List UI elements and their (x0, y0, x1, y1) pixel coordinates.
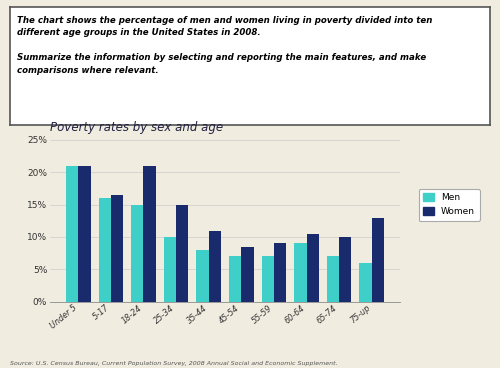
Bar (294, 244, 306, 302)
Bar (242, 247, 254, 302)
Bar (326, 256, 339, 302)
Bar (131, 205, 143, 302)
Bar (274, 244, 286, 302)
Bar (66, 166, 78, 302)
Bar (176, 205, 188, 302)
Bar (196, 250, 208, 302)
Bar (339, 237, 351, 302)
Bar (360, 263, 372, 302)
Bar (78, 166, 90, 302)
Bar (98, 198, 111, 302)
Bar (208, 230, 221, 302)
Bar (229, 256, 241, 302)
Bar (372, 217, 384, 302)
Bar (144, 166, 156, 302)
Legend: Men, Women: Men, Women (418, 189, 480, 220)
Text: Poverty rates by sex and age: Poverty rates by sex and age (50, 121, 223, 134)
Bar (111, 195, 124, 302)
Text: Source: U.S. Census Bureau, Current Population Survey, 2008 Annual Social and Ec: Source: U.S. Census Bureau, Current Popu… (10, 361, 338, 366)
Bar (164, 237, 176, 302)
Bar (306, 234, 319, 302)
Bar (262, 256, 274, 302)
Text: The chart shows the percentage of men and women living in poverty divided into t: The chart shows the percentage of men an… (17, 15, 432, 75)
